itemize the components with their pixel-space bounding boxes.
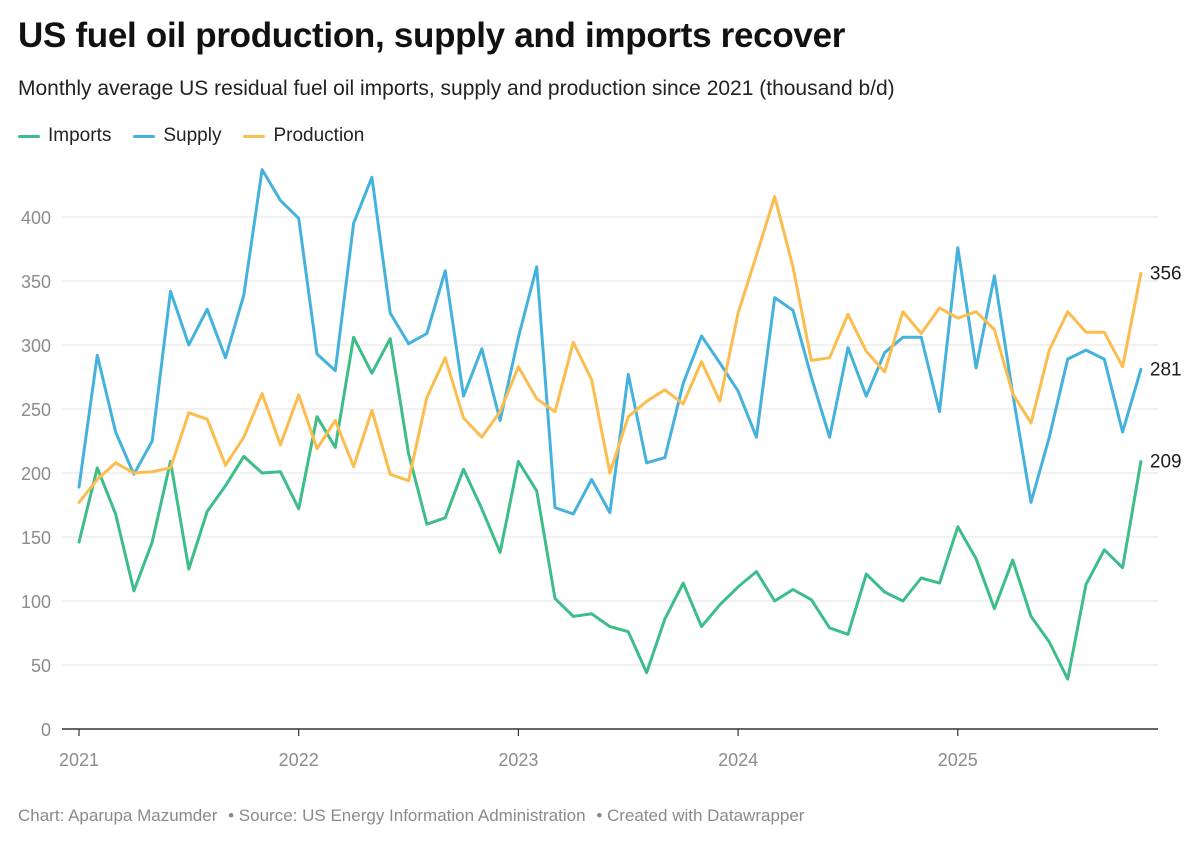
series-line-production	[77, 195, 1143, 504]
legend-label-supply: Supply	[163, 125, 222, 146]
series-line-supply	[77, 168, 1143, 516]
legend-swatch-production	[243, 134, 266, 138]
line-chart: 0 50 100 150 200 250 300 350 400 2021 2022 2023 2024…	[21, 168, 1182, 770]
y-tick-label-150: 150	[21, 528, 51, 548]
legend-item-production: Production	[243, 125, 364, 147]
end-label-production: 356	[1150, 263, 1182, 284]
legend: Imports Supply Production	[18, 125, 386, 147]
series-line-imports	[77, 335, 1143, 681]
y-tick-label-350: 350	[21, 272, 51, 292]
x-tick-label-2022: 2022	[279, 750, 319, 770]
y-tick-label-0: 0	[41, 720, 51, 740]
x-tick-label-2024: 2024	[718, 750, 758, 770]
x-tick-label-2025: 2025	[938, 750, 978, 770]
footer-tool: • Created with Datawrapper	[596, 806, 805, 825]
y-tick-label-50: 50	[31, 656, 51, 676]
footer: Chart: Aparupa Mazumder • Source: US Ene…	[18, 806, 810, 826]
chart-subtitle: Monthly average US residual fuel oil imp…	[18, 77, 895, 100]
legend-swatch-imports	[18, 134, 40, 138]
legend-label-imports: Imports	[48, 125, 112, 146]
y-tick-label-400: 400	[21, 208, 51, 228]
legend-label-production: Production	[273, 125, 365, 146]
legend-swatch-supply	[133, 134, 156, 138]
y-tick-label-250: 250	[21, 400, 51, 420]
y-tick-label-100: 100	[21, 592, 51, 612]
footer-credit: Chart: Aparupa Mazumder	[18, 806, 218, 825]
end-label-supply: 281	[1150, 359, 1182, 380]
x-tick-label-2021: 2021	[59, 750, 99, 770]
legend-item-imports: Imports	[18, 125, 111, 147]
y-tick-label-300: 300	[21, 336, 51, 356]
y-tick-label-200: 200	[21, 464, 51, 484]
x-tick-label-2023: 2023	[498, 750, 538, 770]
legend-item-supply: Supply	[133, 125, 221, 147]
chart-title: US fuel oil production, supply and impor…	[18, 16, 846, 55]
end-label-imports: 209	[1150, 451, 1182, 472]
footer-source: • Source: US Energy Information Administ…	[228, 806, 586, 825]
